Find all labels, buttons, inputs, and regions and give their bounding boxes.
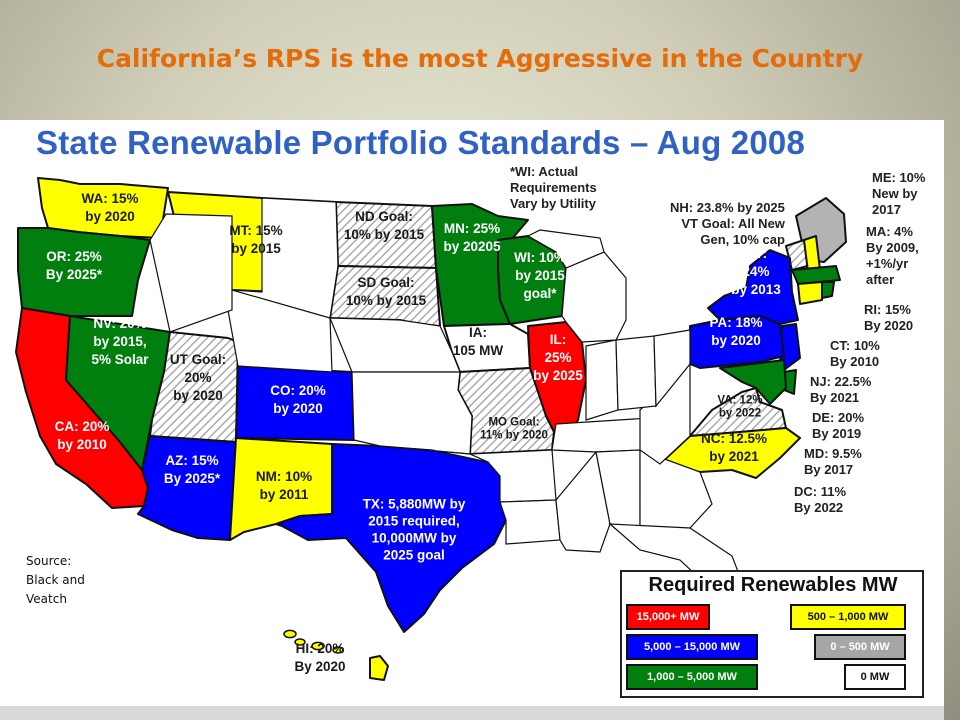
source-line: Veatch xyxy=(26,592,67,606)
legend-item-500-1000: 500 – 1,000 MW xyxy=(790,604,906,630)
state-label-tx: TX: 5,880MW by 2015 required, 10,000MW by 2… xyxy=(363,497,466,563)
nj-note: NJ: 22.5% By 2021 xyxy=(810,374,871,406)
legend-item-0: 0 MW xyxy=(844,664,906,690)
ct-shape xyxy=(797,281,823,305)
state-outline xyxy=(499,499,561,545)
legend-item-0-500: 0 – 500 MW xyxy=(814,634,906,660)
note-line: By 2022 xyxy=(794,500,844,515)
note-line: By 2021 xyxy=(810,390,860,405)
state-label-mt: MT: 15% by 2015 xyxy=(229,223,282,256)
note-line: RI: 15% xyxy=(864,302,911,317)
note-line: New by xyxy=(872,186,918,201)
state-label-wa: WA: 15% by 2020 xyxy=(81,191,138,224)
state-label-mo: MO Goal: 11% by 2020 xyxy=(480,417,548,442)
state-label-or: OR: 25% By 2025* xyxy=(46,249,103,282)
state-label-ca: CA: 20% by 2010 xyxy=(55,419,110,452)
note-line: MA: 4% xyxy=(866,224,913,239)
state-label-nd: ND Goal: 10% by 2015 xyxy=(344,209,425,242)
state-pa xyxy=(689,315,785,369)
source-note: Source: Black and Veatch xyxy=(26,552,106,609)
note-line: Gen, 10% cap xyxy=(700,232,785,247)
state-label-ut: UT Goal: 20% by 2020 xyxy=(170,352,226,403)
legend-title: Required Renewables MW xyxy=(648,574,898,596)
state-outline xyxy=(615,335,657,411)
nh-shape xyxy=(803,235,821,273)
state-label-ny: NY: 24% by 2013 xyxy=(731,246,781,297)
legend-item-5000-15000: 5,000 – 15,000 MW xyxy=(626,634,758,660)
state-label-co: CO: 20% by 2020 xyxy=(270,383,326,416)
me-note: ME: 10% New by 2017 xyxy=(872,170,925,218)
hawaii-island xyxy=(283,629,297,639)
state-label-wi: WI: 10% by 2015 goal* xyxy=(514,250,566,301)
state-outline xyxy=(551,417,651,453)
state-label-nc: NC: 12.5% by 2021 xyxy=(701,431,767,464)
state-label-sd: SD Goal: 10% by 2015 xyxy=(346,275,427,308)
state-label-il: IL: 25% by 2025 xyxy=(533,332,583,383)
note-line: *WI: Actual xyxy=(510,164,579,179)
state-outline xyxy=(585,339,619,421)
state-label-ia: IA: 105 MW xyxy=(453,325,504,358)
ma-shape xyxy=(791,265,841,285)
note-line: VT Goal: All New xyxy=(681,216,785,231)
state-outline xyxy=(351,371,473,455)
slide-title: California’s RPS is the most Aggressive … xyxy=(96,44,864,73)
source-line: Black and xyxy=(26,573,85,587)
state-outline xyxy=(653,329,691,408)
note-line: By 2017 xyxy=(804,462,854,477)
note-line: Vary by Utility xyxy=(510,196,596,211)
note-line: DC: 11% xyxy=(794,484,847,499)
wi-note: *WI: Actual Requirements Vary by Utility xyxy=(510,164,597,212)
note-line: +1%/yr xyxy=(866,256,909,271)
de-note: DE: 20% By 2019 xyxy=(812,410,864,442)
note-line: By 2009, xyxy=(866,240,919,255)
note-line: NJ: 22.5% xyxy=(810,374,872,389)
ri-shape xyxy=(821,281,835,299)
state-nc xyxy=(659,427,801,479)
state-label-pa: PA: 18% by 2020 xyxy=(709,315,762,348)
hawaii-island xyxy=(311,641,325,651)
state-label-nm: NM: 10% by 2011 xyxy=(256,469,312,502)
state-label-va: VA: 12% by 2022 xyxy=(717,395,762,420)
state-or xyxy=(17,227,151,317)
source-line: Source: xyxy=(26,554,72,568)
map-panel: State Renewable Portfolio Standards – Au… xyxy=(0,120,944,720)
ct-note: CT: 10% By 2010 xyxy=(830,338,880,370)
note-line: 2017 xyxy=(872,202,901,217)
state-az xyxy=(137,435,237,541)
map-heading: State Renewable Portfolio Standards – Au… xyxy=(36,124,806,161)
note-line: Requirements xyxy=(510,180,597,195)
note-line: By 2010 xyxy=(830,354,880,369)
note-line: DE: 20% xyxy=(812,410,865,425)
note-line: By 2020 xyxy=(864,318,914,333)
bottom-bar xyxy=(0,706,944,720)
nh-vt-note: NH: 23.8% by 2025 VT Goal: All New Gen, … xyxy=(670,200,785,248)
ma-note: MA: 4% By 2009, +1%/yr after xyxy=(866,224,919,288)
state-outline xyxy=(329,317,461,373)
state-label-hi: HI: 20% By 2020 xyxy=(294,641,345,674)
note-line: after xyxy=(866,272,895,287)
hawaii-island xyxy=(332,646,344,654)
hawaii-island xyxy=(294,638,306,646)
ri-note: RI: 15% By 2020 xyxy=(864,302,913,334)
legend-item-15000-plus: 15,000+ MW xyxy=(626,604,710,630)
md-shape xyxy=(719,359,787,405)
legend-item-1000-5000: 1,000 – 5,000 MW xyxy=(626,664,758,690)
note-line: By 2019 xyxy=(812,426,862,441)
note-line: MD: 9.5% xyxy=(804,446,862,461)
md-note: MD: 9.5% By 2017 xyxy=(804,446,862,478)
state-outline xyxy=(149,213,233,333)
note-line: NH: 23.8% by 2025 xyxy=(670,200,785,215)
dc-note: DC: 11% By 2022 xyxy=(794,484,846,516)
state-label-az: AZ: 15% By 2025* xyxy=(164,453,221,486)
state-label-mn: MN: 25% by 20205 xyxy=(443,221,501,254)
note-line: ME: 10% xyxy=(872,170,926,185)
state-hi xyxy=(369,655,389,681)
state-outline xyxy=(526,229,605,269)
state-outline xyxy=(561,251,627,343)
legend: Required Renewables MW 15,000+ MW 5,000 … xyxy=(620,570,924,698)
us-rps-map: WA: 15% by 2020 OR: 25% By 2025* CA: 20% by 2… xyxy=(15,177,847,681)
note-line: CT: 10% xyxy=(830,338,880,353)
state-label-nv: NV: 20% by 2015, 5% Solar xyxy=(91,316,149,367)
